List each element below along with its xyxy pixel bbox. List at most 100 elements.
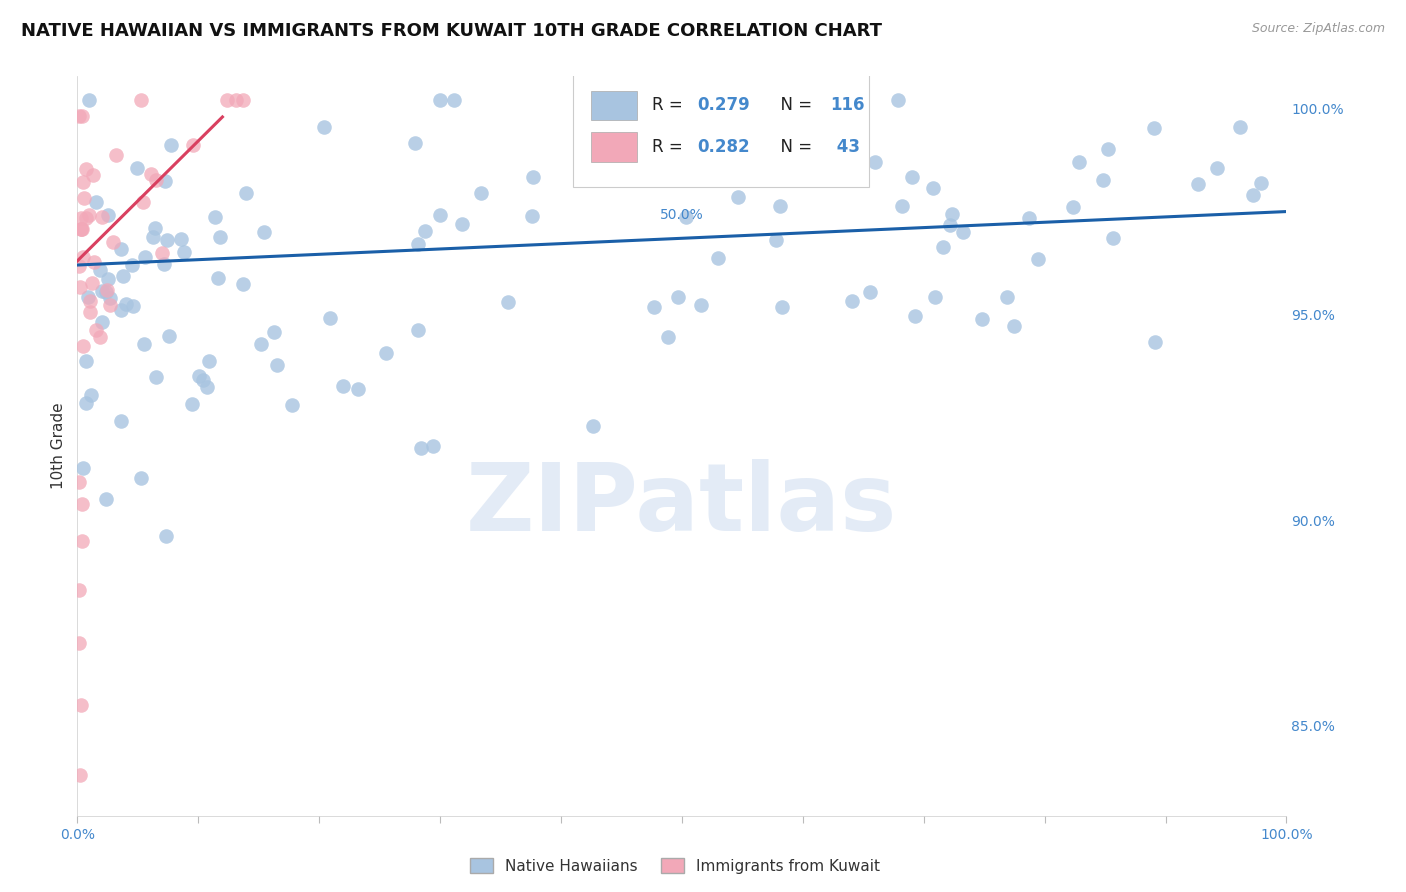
Point [115, 297, 138, 311]
Point [1097, 142, 1119, 156]
Point [77, 94, 100, 108]
Point [110, 302, 132, 317]
Text: N =: N = [770, 138, 817, 156]
Point [75, 396, 97, 410]
Point [145, 369, 167, 384]
Point [122, 299, 145, 313]
Point [814, 105, 837, 120]
Point [69, 636, 91, 650]
Point [104, 148, 127, 162]
Point [232, 94, 254, 108]
Text: 0.282: 0.282 [697, 138, 751, 156]
Point [941, 207, 963, 221]
Point [406, 323, 429, 337]
Point [250, 337, 273, 351]
Point [207, 271, 229, 285]
Point [195, 380, 218, 394]
Point [470, 186, 492, 201]
Point [156, 233, 179, 247]
Point [193, 373, 215, 387]
Point [1142, 121, 1164, 136]
Point [995, 290, 1018, 304]
Legend: Native Hawaiians, Immigrants from Kuwait: Native Hawaiians, Immigrants from Kuwait [464, 852, 886, 880]
Point [83, 255, 105, 269]
Point [75, 162, 97, 177]
Point [72, 175, 94, 189]
Point [153, 257, 176, 271]
FancyBboxPatch shape [592, 91, 637, 120]
Point [636, 137, 658, 152]
Point [859, 285, 882, 299]
Point [253, 225, 276, 239]
Point [1018, 211, 1040, 226]
Point [939, 219, 962, 233]
Point [1091, 173, 1114, 187]
Point [235, 186, 257, 201]
Point [72, 533, 94, 548]
Point [97, 272, 120, 286]
Point [91, 315, 114, 329]
Point [922, 181, 945, 195]
Point [94, 492, 117, 507]
Point [904, 309, 927, 323]
Point [173, 245, 195, 260]
Point [82, 169, 104, 183]
Point [1067, 155, 1090, 169]
Point [79, 293, 101, 308]
Point [415, 224, 437, 238]
Point [112, 269, 135, 284]
Point [70, 211, 93, 225]
Point [96, 284, 118, 298]
Point [404, 136, 426, 150]
Point [215, 94, 238, 108]
Point [80, 388, 103, 402]
Point [69, 280, 91, 294]
FancyBboxPatch shape [592, 132, 637, 161]
Point [110, 414, 132, 428]
Point [1187, 177, 1209, 191]
Point [180, 396, 202, 410]
Point [443, 94, 465, 108]
Point [79, 304, 101, 318]
Point [770, 300, 793, 314]
Point [70, 221, 93, 235]
Point [643, 300, 665, 314]
Point [82, 276, 104, 290]
Point [153, 174, 176, 188]
Point [97, 208, 120, 222]
Point [312, 120, 335, 134]
Point [582, 419, 605, 434]
Point [266, 358, 288, 372]
Point [671, 167, 693, 181]
Point [155, 529, 177, 543]
Point [1026, 252, 1049, 267]
Point [91, 284, 114, 298]
Point [891, 199, 914, 213]
Point [886, 94, 908, 108]
Point [67, 260, 90, 274]
Point [67, 475, 90, 489]
Point [522, 210, 544, 224]
Point [131, 471, 153, 485]
Point [429, 94, 451, 108]
Point [159, 138, 181, 153]
Point [121, 258, 143, 272]
Point [1250, 176, 1272, 190]
Text: 0.279: 0.279 [697, 96, 751, 114]
Point [72, 191, 94, 205]
Point [139, 167, 162, 181]
Point [70, 221, 93, 235]
Point [75, 353, 97, 368]
Point [657, 153, 679, 167]
Point [769, 199, 792, 213]
Point [84, 195, 107, 210]
Point [86, 323, 108, 337]
Point [208, 230, 231, 244]
Point [98, 291, 121, 305]
Point [72, 250, 94, 264]
Point [72, 461, 94, 475]
Point [198, 354, 221, 368]
Point [225, 94, 247, 108]
Point [690, 297, 713, 311]
Text: N =: N = [770, 96, 817, 114]
